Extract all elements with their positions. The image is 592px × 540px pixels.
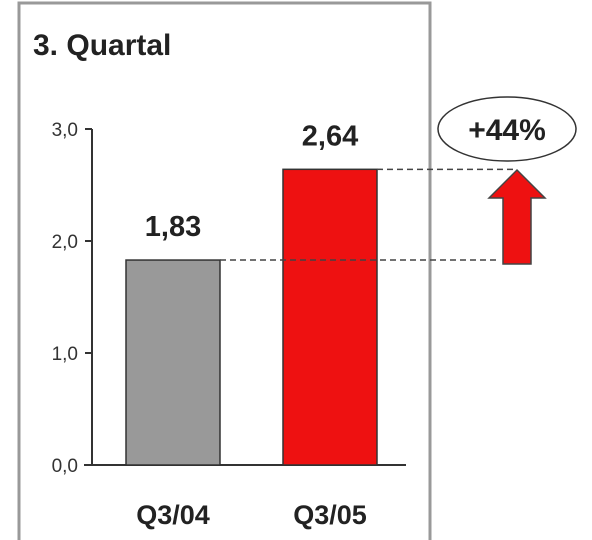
x-category-label: Q3/04	[136, 500, 210, 530]
y-tick-label: 0,0	[52, 456, 78, 477]
y-tick-label: 2,0	[52, 232, 78, 253]
bar-value-label: 2,64	[302, 120, 358, 152]
chart-bars: 1,83 Q3/04 2,64 Q3/05	[125, 120, 378, 530]
x-category-label: Q3/05	[293, 500, 367, 530]
bar-q3-05	[282, 168, 378, 466]
y-tick-label: 3,0	[52, 120, 78, 141]
growth-annotation: +44%	[437, 96, 577, 265]
up-arrow-icon	[487, 168, 547, 265]
y-tick-label: 1,0	[52, 344, 78, 365]
bar-value-label: 1,83	[145, 211, 201, 243]
growth-label: +44%	[468, 114, 546, 147]
growth-ellipse	[437, 96, 577, 162]
chart-panel-frame	[17, 1, 432, 540]
reference-lines	[220, 168, 517, 261]
chart-title: 3. Quartal	[33, 29, 171, 62]
bar-q3-04	[125, 259, 221, 466]
